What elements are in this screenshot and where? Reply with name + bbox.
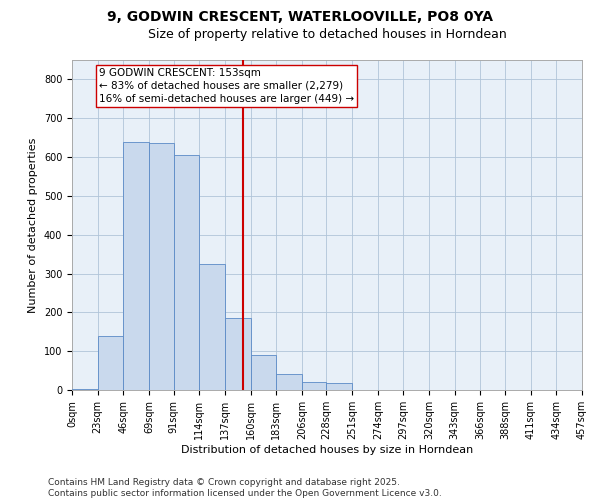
Bar — [276, 374, 302, 390]
X-axis label: Distribution of detached houses by size in Horndean: Distribution of detached houses by size … — [181, 444, 473, 454]
Text: Contains HM Land Registry data © Crown copyright and database right 2025.
Contai: Contains HM Land Registry data © Crown c… — [48, 478, 442, 498]
Bar — [149, 144, 173, 390]
Bar — [199, 264, 225, 390]
Bar — [98, 336, 124, 390]
Bar — [72, 389, 98, 390]
Bar — [124, 142, 149, 390]
Text: 9, GODWIN CRESCENT, WATERLOOVILLE, PO8 0YA: 9, GODWIN CRESCENT, WATERLOOVILLE, PO8 0… — [107, 10, 493, 24]
Y-axis label: Number of detached properties: Number of detached properties — [28, 138, 38, 312]
Bar — [225, 318, 251, 390]
Text: 9 GODWIN CRESCENT: 153sqm
← 83% of detached houses are smaller (2,279)
16% of se: 9 GODWIN CRESCENT: 153sqm ← 83% of detac… — [99, 68, 354, 104]
Bar — [251, 355, 276, 390]
Title: Size of property relative to detached houses in Horndean: Size of property relative to detached ho… — [148, 28, 506, 41]
Bar — [326, 383, 352, 390]
Bar — [302, 382, 326, 390]
Bar — [173, 155, 199, 390]
